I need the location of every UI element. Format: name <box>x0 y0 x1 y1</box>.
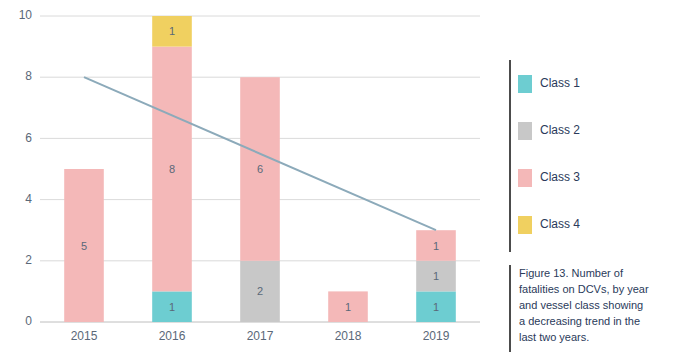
data-label: 1 <box>433 301 439 313</box>
caption-line: and vessel class showing <box>519 299 643 311</box>
bar-segment <box>416 291 456 322</box>
data-label: 2 <box>257 285 263 297</box>
data-label: 1 <box>169 301 175 313</box>
chart-svg: 0 2 4 6 8 10 1 1 2 1 5 8 6 1 1 1 2015 2016 2017 2018 2019 Cla… <box>0 0 694 361</box>
caption-line: fatalities on DCVs, by year <box>519 283 649 295</box>
y-tick-label: 10 <box>19 8 33 22</box>
caption-line: Figure 13. Number of <box>519 267 624 279</box>
data-label: 6 <box>257 163 263 175</box>
bar-segment <box>64 169 104 322</box>
bar-segment <box>240 77 280 78</box>
bar-segment <box>152 16 192 47</box>
bar-segment <box>64 169 104 170</box>
bar-segment <box>152 47 192 292</box>
legend-label: Class 3 <box>540 170 580 184</box>
caption: Figure 13. Number of fatalities on DCVs, … <box>519 267 649 343</box>
x-tick-label: 2018 <box>335 329 362 343</box>
data-label: 1 <box>169 25 175 37</box>
legend-label: Class 2 <box>540 123 580 137</box>
caption-panel: Figure 13. Number of fatalities on DCVs, … <box>510 265 649 352</box>
data-label: 8 <box>169 163 175 175</box>
legend-label: Class 1 <box>540 76 580 90</box>
caption-divider <box>509 265 511 352</box>
x-tick-label: 2019 <box>423 329 450 343</box>
bar-segment <box>240 77 280 261</box>
caption-line: a decreasing trend in the <box>519 315 640 327</box>
y-tick-label: 0 <box>25 314 32 328</box>
bars <box>64 16 456 322</box>
data-labels: 1 1 2 1 5 8 6 1 1 1 <box>81 25 439 312</box>
legend-divider <box>509 60 511 252</box>
y-tick-label: 4 <box>25 192 32 206</box>
data-label: 1 <box>345 301 351 313</box>
bar-segment <box>152 291 192 322</box>
bar-segment <box>240 261 280 322</box>
y-tick-label: 2 <box>25 253 32 267</box>
trend-line <box>84 77 436 230</box>
caption-line: last two years. <box>519 331 589 343</box>
data-label: 1 <box>433 270 439 282</box>
legend-swatch <box>518 122 532 140</box>
bar-segment <box>416 261 456 292</box>
legend-swatch <box>518 169 532 187</box>
data-label: 5 <box>81 240 87 252</box>
bar-segment <box>328 291 368 322</box>
chart-container: 0 2 4 6 8 10 1 1 2 1 5 8 6 1 1 1 2015 2016 2017 2018 2019 Cla… <box>0 0 694 361</box>
legend: Class 1 Class 2 Class 3 Class 4 <box>510 60 580 252</box>
x-tick-label: 2016 <box>159 329 186 343</box>
x-tick-label: 2015 <box>71 329 98 343</box>
legend-label: Class 4 <box>540 217 580 231</box>
bar-segment <box>416 230 456 261</box>
legend-swatch <box>518 75 532 93</box>
x-tick-label: 2017 <box>247 329 274 343</box>
grid <box>40 16 480 322</box>
data-label: 1 <box>433 240 439 252</box>
bar-segment <box>328 291 368 292</box>
y-tick-label: 8 <box>25 69 32 83</box>
y-tick-label: 6 <box>25 131 32 145</box>
grid-line <box>40 16 480 17</box>
legend-swatch <box>518 216 532 234</box>
